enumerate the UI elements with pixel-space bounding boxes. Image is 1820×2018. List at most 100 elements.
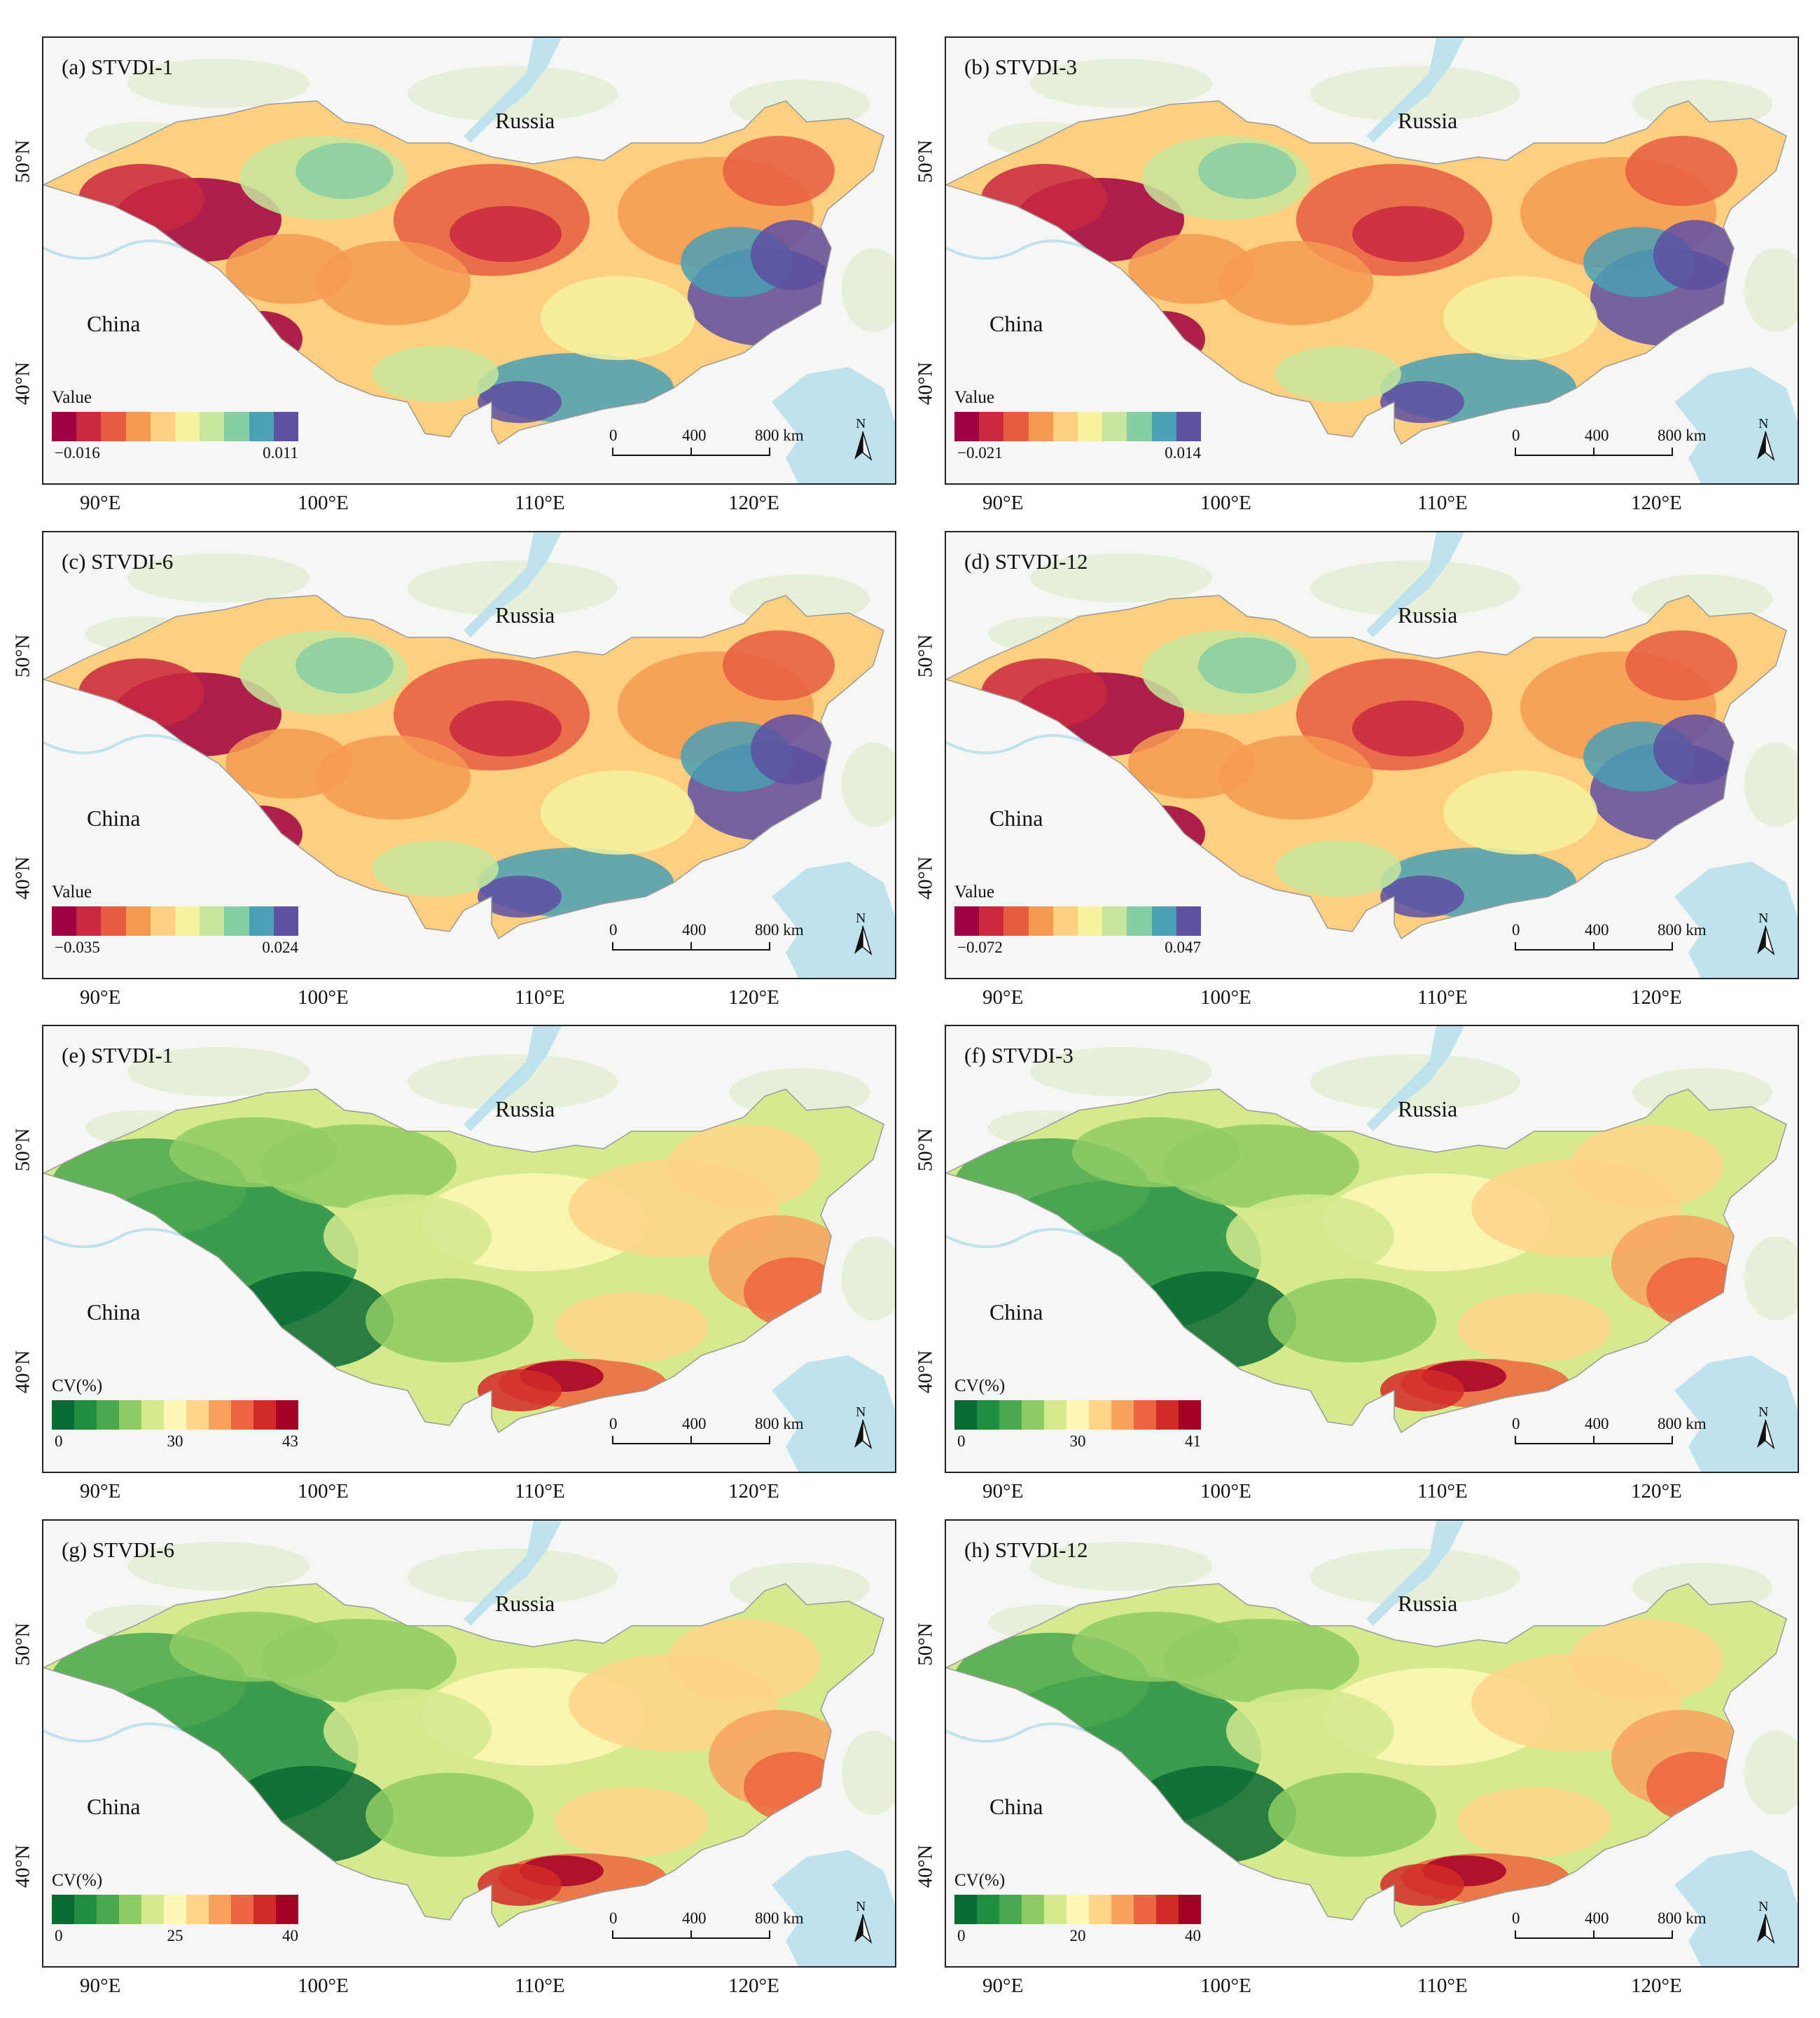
- value-zone: [1653, 220, 1737, 290]
- legend-swatch: [186, 1895, 209, 1924]
- value-zone: [1569, 1124, 1723, 1208]
- north-arrow-shape: [854, 1914, 873, 1944]
- scale-bar-tick: [1593, 1436, 1595, 1444]
- legend-swatch: [1067, 1400, 1089, 1430]
- x-tick-label: 110°E: [1417, 1480, 1468, 1502]
- study-area-boundary: [946, 1583, 1787, 1928]
- y-tick-label: 40°N: [914, 1844, 937, 1888]
- legend-swatch: [125, 412, 151, 441]
- legend-swatch: [249, 412, 274, 441]
- legend-colorbar: [52, 1895, 298, 1924]
- legend-swatch: [76, 906, 102, 936]
- value-zone: [723, 630, 835, 700]
- study-area-boundary: [946, 595, 1787, 940]
- y-tick-label: 40°N: [11, 856, 34, 900]
- legend-swatch: [977, 1895, 999, 1924]
- map-canvas: [43, 532, 895, 978]
- scale-bar-tick: [1593, 942, 1595, 951]
- north-arrow-shape: [1757, 925, 1775, 956]
- legend-swatch: [1078, 906, 1103, 936]
- x-tick-label: 110°E: [515, 986, 565, 1009]
- value-zone: [296, 143, 394, 199]
- legend-swatch: [1053, 412, 1078, 441]
- scale-bar-tick: [612, 1930, 613, 1939]
- value-zone: [1457, 1787, 1611, 1857]
- legend-colorbar: [52, 1400, 298, 1430]
- legend-label: −0.016: [55, 444, 100, 462]
- scale-bar-label: 400: [682, 1415, 707, 1432]
- neighbor-land: [842, 248, 895, 332]
- study-area-boundary: [946, 1089, 1787, 1434]
- legend-swatch: [954, 412, 980, 441]
- legend-swatch: [76, 412, 102, 441]
- legend-swatch: [1111, 1400, 1134, 1430]
- neighbor-land: [127, 553, 310, 602]
- legend-swatch: [276, 1400, 298, 1430]
- value-zone: [751, 220, 835, 290]
- x-tick-label: 110°E: [515, 1975, 565, 1997]
- scale-bar-label: 0: [609, 1909, 618, 1927]
- neighbor-land: [1744, 248, 1798, 332]
- legend-swatch: [1003, 906, 1029, 936]
- north-label: N: [1758, 1899, 1769, 1914]
- river: [43, 1722, 184, 1743]
- north-arrow-icon: N: [1751, 911, 1779, 960]
- neighbor-land: [1744, 742, 1798, 827]
- legend: CV(%) 0 30 41: [954, 1376, 1201, 1452]
- value-zone: [723, 136, 835, 206]
- scale-bar: 0 400 800 km: [1512, 427, 1707, 469]
- panel-title: (f) STVDI-3: [964, 1043, 1074, 1067]
- legend-title: CV(%): [954, 1376, 1006, 1395]
- panel-title: (h) STVDI-12: [964, 1537, 1088, 1562]
- value-zone: [1380, 1864, 1464, 1906]
- russia-label: Russia: [1398, 602, 1458, 628]
- scale-bar: 0 400 800 km: [1512, 921, 1707, 963]
- y-tick-label: 50°N: [11, 1128, 34, 1172]
- legend-swatch: [74, 1895, 97, 1924]
- north-arrow-shape: [854, 925, 873, 956]
- scale-bar-tick: [1672, 448, 1673, 456]
- legend-label: 30: [1069, 1432, 1086, 1450]
- river: [946, 240, 1087, 260]
- value-zone: [1275, 346, 1401, 402]
- scale-bar-tick: [1515, 448, 1516, 456]
- neighbor-land: [842, 1731, 895, 1815]
- legend-title: Value: [954, 388, 994, 407]
- value-zone: [324, 1689, 492, 1773]
- legend-swatch: [979, 906, 1004, 936]
- scale-bar-label: 0: [609, 427, 618, 444]
- lake-baikal: [464, 38, 562, 143]
- legend-labels: 0 30 41: [954, 1432, 1201, 1452]
- x-tick-label: 120°E: [1631, 986, 1682, 1009]
- scale-bar: 0 400 800 km: [609, 921, 804, 963]
- y-tick-label: 50°N: [914, 1622, 937, 1666]
- scale-bar-label: 0: [609, 921, 618, 939]
- legend-label: 40: [1185, 1927, 1201, 1944]
- y-tick-label: 50°N: [914, 139, 937, 184]
- map-panel: (d) STVDI-12 Russia China Value −0.072 0.047 0…: [945, 531, 1813, 1021]
- north-arrow-shape: [1757, 1914, 1775, 1944]
- value-zone: [1219, 735, 1373, 820]
- neighbor-land: [127, 59, 310, 108]
- legend-swatch: [231, 1895, 253, 1924]
- value-zone: [541, 276, 695, 360]
- scale-bar-label: 400: [1585, 1415, 1609, 1432]
- legend-swatch: [1044, 1895, 1067, 1924]
- legend-swatch: [74, 1400, 97, 1430]
- legend-swatch: [1053, 906, 1078, 936]
- value-zone: [317, 241, 471, 325]
- neighbor-land: [1744, 1236, 1798, 1320]
- north-label: N: [1758, 416, 1769, 431]
- value-zone: [450, 206, 562, 262]
- scale-bar-label: 800 km: [1658, 1909, 1707, 1927]
- x-tick-label: 120°E: [728, 986, 779, 1009]
- legend-title: Value: [52, 388, 92, 407]
- river: [946, 1228, 1087, 1248]
- lake-baikal: [464, 532, 562, 637]
- north-arrow-icon: N: [1751, 1899, 1779, 1948]
- legend-swatch: [186, 1400, 209, 1430]
- x-tick-label: 90°E: [80, 1480, 121, 1502]
- value-zone: [373, 841, 499, 897]
- x-tick-label: 110°E: [1417, 492, 1468, 514]
- legend-label: 30: [167, 1432, 183, 1450]
